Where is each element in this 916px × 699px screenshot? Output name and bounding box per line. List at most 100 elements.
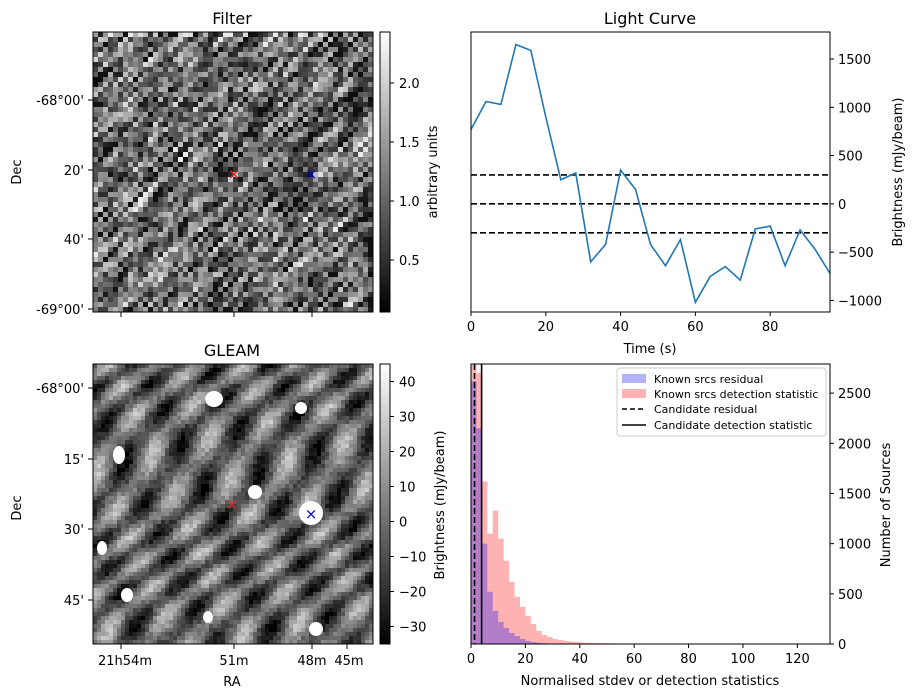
gleam-pixel (101, 412, 106, 417)
filter-pixel (228, 62, 234, 68)
filter-pixel (133, 67, 139, 73)
filter-pixel (118, 157, 124, 163)
filter-pixel (278, 232, 284, 238)
filter-pixel (363, 207, 369, 213)
filter-pixel (248, 162, 254, 168)
filter-pixel (158, 247, 164, 253)
gleam-pixel (289, 376, 294, 381)
filter-pixel (273, 252, 279, 258)
gleam-pixel (129, 436, 134, 441)
filter-pixel (263, 222, 269, 228)
gleam-pixel (149, 456, 154, 461)
filter-pixel (333, 47, 339, 53)
gleam-pixel (145, 464, 150, 469)
filter-pixel (363, 212, 369, 218)
gleam-pixel (153, 460, 158, 465)
filter-pixel (133, 72, 139, 78)
filter-pixel (328, 142, 334, 148)
filter-pixel (243, 267, 249, 273)
filter-pixel (163, 137, 169, 143)
filter-pixel (253, 137, 259, 143)
filter-pixel (358, 122, 364, 128)
gleam-pixel (153, 412, 158, 417)
filter-pixel (308, 242, 314, 248)
filter-pixel (188, 202, 194, 208)
gleam-pixel (133, 400, 138, 405)
filter-pixel (133, 297, 139, 303)
filter-pixel (148, 247, 154, 253)
filter-pixel (138, 167, 144, 173)
filter-pixel (238, 132, 244, 138)
gleam-pixel (349, 428, 354, 433)
filter-pixel (328, 292, 334, 298)
filter-pixel (188, 182, 194, 188)
gleam-pixel (177, 396, 182, 401)
filter-pixel (203, 292, 209, 298)
filter-pixel (278, 62, 284, 68)
filter-pixel (158, 217, 164, 223)
filter-pixel (128, 242, 134, 248)
filter-pixel (198, 192, 204, 198)
filter-pixel (103, 117, 109, 123)
filter-pixel (233, 127, 239, 133)
filter-pixel (333, 217, 339, 223)
gleam-pixel (129, 364, 134, 369)
filter-pixel (228, 137, 234, 143)
filter-pixel (368, 132, 373, 138)
gleam-pixel (97, 400, 102, 405)
filter-pixel (343, 32, 349, 38)
filter-pixel (333, 292, 339, 298)
gleam-pixel (365, 380, 370, 385)
filter-pixel (328, 42, 334, 48)
gleam-pixel (133, 440, 138, 445)
filter-pixel (173, 197, 179, 203)
filter-pixel (258, 237, 264, 243)
gleam-pixel (273, 364, 278, 369)
filter-pixel (218, 82, 224, 88)
filter-pixel (283, 77, 289, 83)
filter-pixel (288, 117, 294, 123)
gleam-pixel (349, 416, 354, 421)
filter-pixel (318, 177, 324, 183)
filter-pixel (308, 147, 314, 153)
filter-pixel (178, 282, 184, 288)
gleam-pixel (181, 376, 186, 381)
filter-pixel (123, 177, 129, 183)
filter-pixel (318, 307, 324, 312)
filter-pixel (318, 202, 324, 208)
filter-pixel (213, 32, 219, 38)
filter-pixel (263, 252, 269, 258)
filter-pixel (98, 177, 104, 183)
gleam-pixel (105, 428, 110, 433)
filter-pixel (323, 162, 329, 168)
filter-pixel (188, 132, 194, 138)
gleam-pixel (253, 368, 258, 373)
filter-pixel (198, 137, 204, 143)
filter-pixel (158, 57, 164, 63)
filter-pixel (238, 92, 244, 98)
gleam-pixel (321, 424, 326, 429)
filter-pixel (288, 237, 294, 243)
filter-pixel (208, 307, 214, 312)
filter-pixel (108, 52, 114, 58)
filter-pixel (123, 302, 129, 308)
filter-pixel (348, 77, 354, 83)
filter-pixel (163, 127, 169, 133)
gleam-pixel (245, 404, 250, 409)
gleam-pixel (261, 364, 266, 369)
gleam-pixel (165, 432, 170, 437)
filter-pixel (313, 167, 319, 173)
filter-pixel (93, 142, 99, 148)
gleam-pixel (145, 412, 150, 417)
filter-pixel (173, 262, 179, 268)
filter-pixel (278, 282, 284, 288)
filter-pixel (128, 77, 134, 83)
gleam-pixel (341, 408, 346, 413)
filter-pixel (338, 292, 344, 298)
filter-pixel (173, 222, 179, 228)
gleam-pixel (229, 428, 234, 433)
filter-pixel (143, 107, 149, 113)
filter-pixel (233, 57, 239, 63)
gleam-pixel (217, 452, 222, 457)
filter-pixel (258, 247, 264, 253)
